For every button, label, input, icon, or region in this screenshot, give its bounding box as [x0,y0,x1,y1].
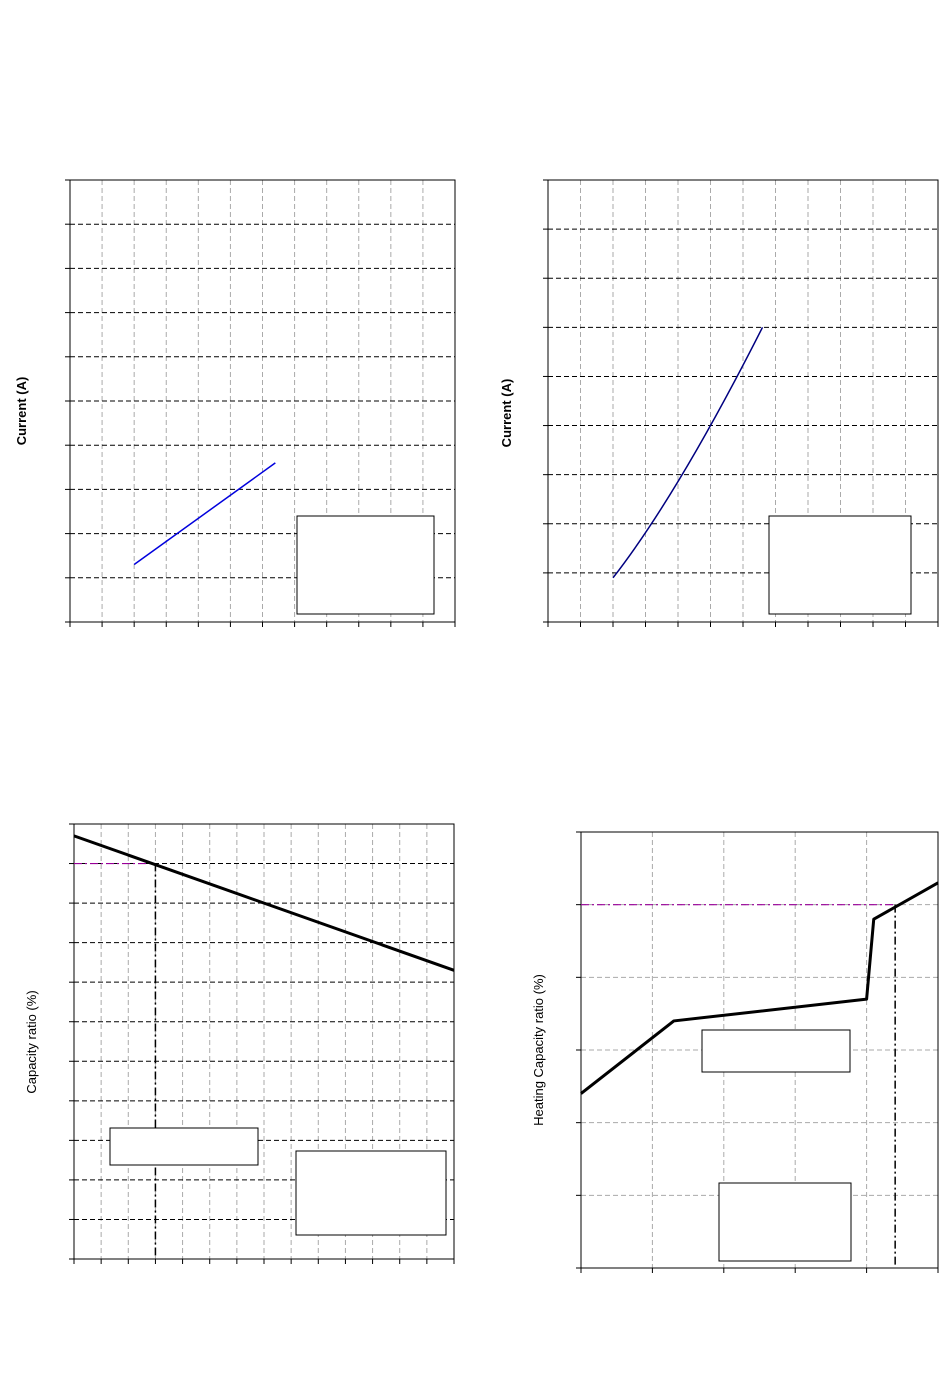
legend-box [701,1029,851,1073]
chart-capacity-ratio: Capacity ratio (%) [24,823,455,1264]
chart-current-1: Current (A) [14,179,456,627]
legend-box [296,515,435,615]
series-line [133,462,276,566]
series-line [612,326,764,579]
chart-heating-capacity-ratio: Heating Capacity ratio (%) [531,831,939,1273]
chart-current-2: Current (A) [499,179,939,627]
legend-box [718,1182,852,1262]
legend-box [109,1127,259,1166]
legend-box [295,1150,447,1236]
y-axis-label: Capacity ratio (%) [24,990,39,1093]
series-line [73,834,455,972]
series-line [580,881,939,1095]
y-axis-label: Current (A) [14,377,29,446]
legend-box [768,515,912,615]
y-axis-label: Heating Capacity ratio (%) [531,974,546,1126]
y-axis-label: Current (A) [499,379,514,448]
